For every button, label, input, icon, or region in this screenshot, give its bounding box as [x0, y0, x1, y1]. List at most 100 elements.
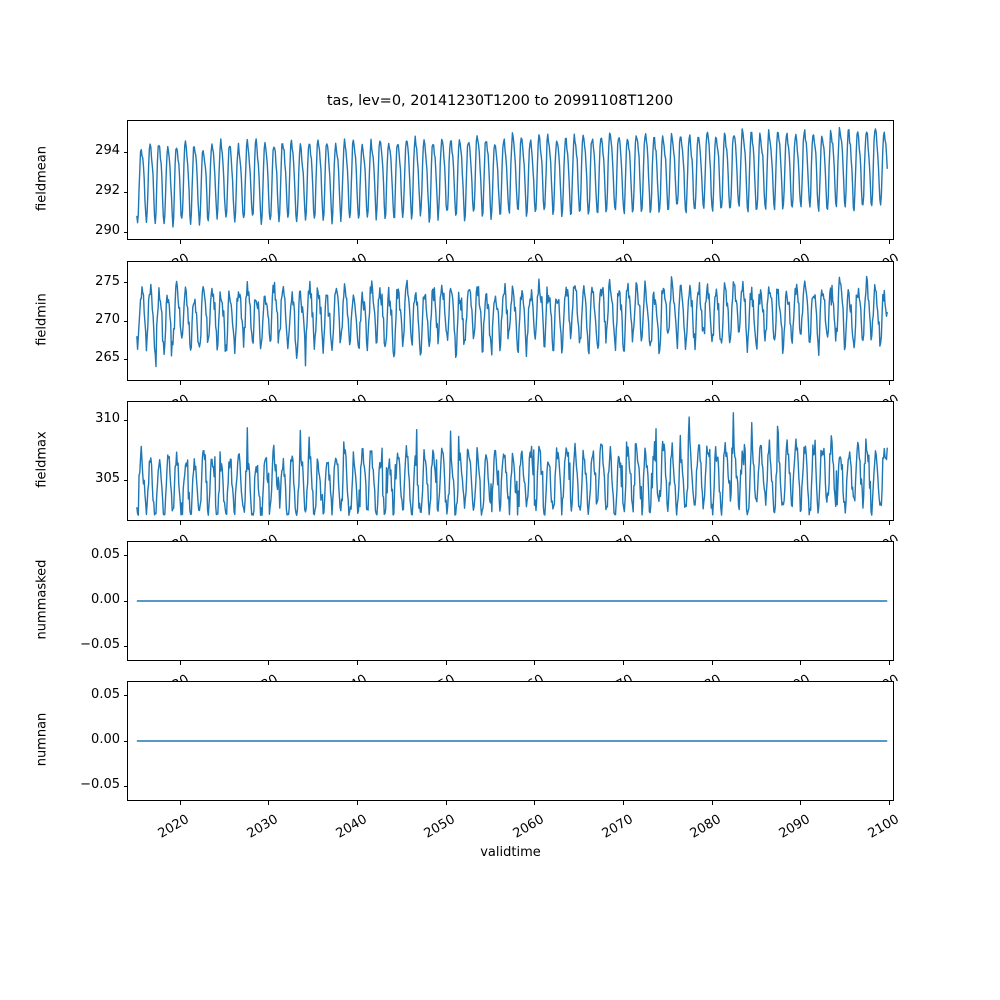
- y-tickmark: [123, 282, 127, 284]
- y-tickmark: [123, 191, 127, 193]
- x-tickmark: [534, 801, 536, 805]
- x-tick-label: 2100: [790, 392, 901, 401]
- series-line-numnan: [128, 682, 893, 800]
- y-tick-label-fieldmean: 290: [95, 223, 120, 238]
- x-tickmark: [268, 381, 270, 385]
- plot-panel-numnan: [127, 681, 894, 801]
- x-tick-label: 2060: [435, 392, 546, 401]
- series-line-nummasked: [128, 542, 893, 660]
- y-tickmark: [123, 358, 127, 361]
- x-tick-label: 2090: [701, 532, 812, 541]
- x-tick-label: 2060: [435, 532, 546, 541]
- x-tick-label: 2020: [81, 532, 192, 541]
- x-tick-label: 2040: [258, 532, 369, 541]
- x-tickmark: [800, 801, 802, 805]
- x-tick-label: 2060: [435, 251, 546, 261]
- y-tickmark: [123, 151, 127, 153]
- x-tickmark: [889, 240, 891, 244]
- x-tick-label: 2020: [81, 251, 192, 261]
- y-axis-label-fieldmin: fieldmin: [34, 293, 50, 346]
- x-tickmark: [711, 381, 713, 385]
- plot-panel-nummasked: [127, 541, 894, 661]
- y-tick-label-fieldmax: 310: [95, 411, 120, 427]
- x-tickmark: [889, 381, 891, 385]
- x-tickmark: [357, 381, 359, 385]
- x-tick-label: 2030: [169, 672, 280, 681]
- x-tickmark: [534, 240, 536, 244]
- x-tickmark: [889, 661, 891, 665]
- y-tickmark: [123, 785, 127, 788]
- x-tick-label: 2100: [790, 251, 901, 261]
- x-tick-label: 2080: [613, 532, 724, 541]
- x-tick-label: 2070: [524, 392, 635, 401]
- y-axis-label-fieldmean: fieldmean: [34, 146, 50, 211]
- x-tick-label: 2070: [524, 672, 635, 681]
- x-tick-label: 2090: [701, 672, 812, 681]
- y-tickmark: [123, 555, 127, 557]
- x-tick-label: 2040: [258, 672, 369, 681]
- x-tickmark: [268, 661, 270, 665]
- x-tickmark: [179, 240, 181, 244]
- x-tickmark: [623, 521, 625, 525]
- plot-panel-fieldmax: [127, 401, 894, 521]
- y-tickmark: [123, 740, 127, 742]
- x-tick-label: 2050: [347, 251, 458, 261]
- x-tickmark: [445, 801, 447, 805]
- x-tick-label: 2040: [258, 392, 369, 401]
- y-axis-label-nummasked: nummasked: [34, 559, 50, 640]
- y-tick-label-fieldmin: 270: [95, 312, 120, 327]
- x-tick-label: 2100: [790, 672, 901, 681]
- y-tick-label-numnan: 0.05: [91, 686, 120, 702]
- y-tickmark: [123, 419, 127, 421]
- x-tick-label: 2100: [790, 532, 901, 541]
- y-tick-label-nummasked: −0.05: [80, 637, 120, 653]
- x-tick-label: 2030: [169, 532, 280, 541]
- x-tickmark: [268, 521, 270, 525]
- x-tickmark: [534, 661, 536, 665]
- x-tickmark: [623, 801, 625, 805]
- x-tick-label: 2080: [613, 392, 724, 401]
- x-tickmark: [800, 240, 802, 244]
- x-tick-label: 2050: [347, 672, 458, 681]
- x-tickmark: [179, 521, 181, 525]
- x-tick-label: 2070: [524, 532, 635, 541]
- y-tick-label-nummasked: 0.05: [91, 546, 120, 562]
- series-line-fieldmean: [128, 121, 893, 239]
- x-tick-label: 2030: [169, 392, 280, 401]
- y-tick-label-fieldmean: 294: [95, 143, 120, 158]
- x-tickmark: [445, 661, 447, 665]
- x-tickmark: [179, 801, 181, 805]
- x-tick-label: 2050: [347, 532, 458, 541]
- y-tick-label-numnan: 0.00: [91, 732, 120, 747]
- figure-title: tas, lev=0, 20141230T1200 to 20991108T12…: [326, 93, 674, 109]
- x-tickmark: [800, 381, 802, 385]
- y-tickmark: [123, 600, 127, 602]
- x-tickmark: [268, 801, 270, 805]
- x-tickmark: [534, 381, 536, 385]
- x-tickmark: [357, 661, 359, 665]
- x-tickmark: [889, 801, 891, 805]
- plot-panel-fieldmin: [127, 261, 894, 381]
- x-tick-label: 2090: [701, 251, 812, 261]
- y-tickmark: [123, 695, 127, 697]
- y-tick-label-fieldmean: 292: [95, 183, 120, 198]
- x-tickmark: [800, 521, 802, 525]
- y-tick-label-fieldmin: 275: [95, 273, 120, 289]
- x-tickmark: [357, 521, 359, 525]
- x-tickmark: [623, 240, 625, 244]
- y-tick-label-fieldmax: 305: [95, 471, 120, 487]
- y-tickmark: [123, 645, 127, 648]
- x-tick-label: 2050: [347, 392, 458, 401]
- y-tickmark: [123, 320, 127, 322]
- x-tick-label: 2080: [613, 672, 724, 681]
- y-axis-label-numnan: numnan: [34, 712, 50, 767]
- x-tickmark: [534, 521, 536, 525]
- x-tick-label: 2030: [169, 251, 280, 261]
- series-line-fieldmin: [128, 262, 893, 380]
- x-tickmark: [179, 381, 181, 385]
